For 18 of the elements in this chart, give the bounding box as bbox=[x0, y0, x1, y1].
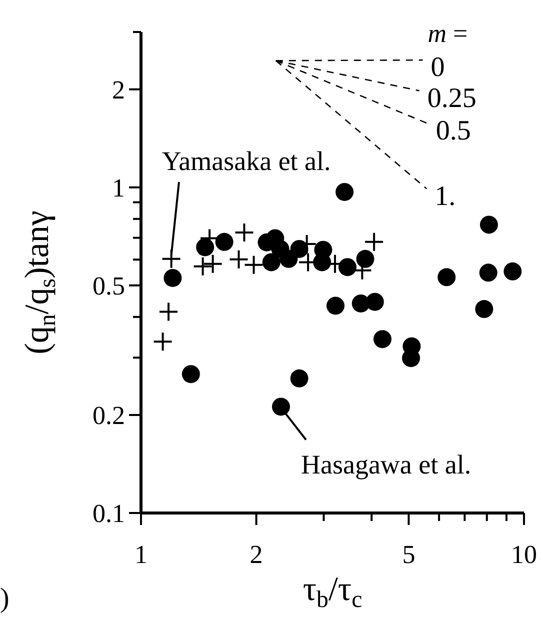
text: ) bbox=[0, 583, 10, 614]
annotation: Hasagawa et al. bbox=[300, 450, 472, 480]
y-tick-label: 0.2 bbox=[92, 400, 125, 430]
x-tick-label: 10 bbox=[511, 540, 537, 569]
x-axis-title: τ$_{b}$/τ$_{c}$ bbox=[302, 571, 362, 613]
annotation: Yamasaka et al. bbox=[162, 146, 331, 176]
x-tick-label: 1 bbox=[134, 540, 148, 569]
series-label: 1. bbox=[434, 180, 456, 212]
y-tick-label: 0.1 bbox=[92, 499, 125, 528]
y-tick-label: 1 bbox=[112, 173, 125, 202]
x-tick-label: 5 bbox=[402, 540, 416, 569]
series-label: 0 bbox=[430, 52, 445, 84]
x-tick-label: 2 bbox=[250, 540, 263, 569]
series-label: 0.5 bbox=[436, 116, 471, 147]
y-tick-label: 0.5 bbox=[92, 271, 125, 300]
series-label: 0.25 bbox=[427, 82, 476, 114]
legend-title: m = bbox=[428, 19, 468, 48]
y-tick-label: 2 bbox=[112, 75, 125, 104]
